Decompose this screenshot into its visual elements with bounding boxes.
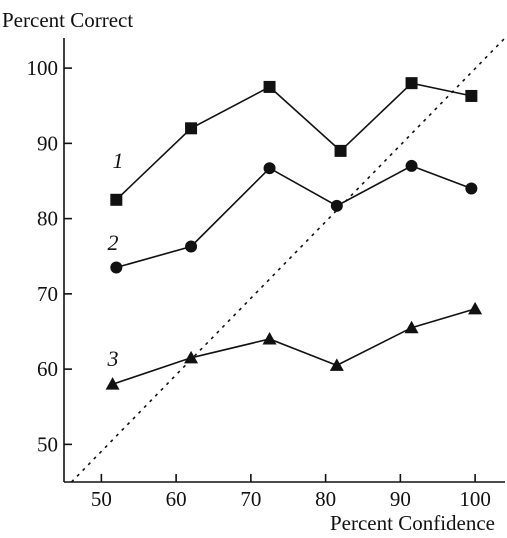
y-tick-label: 80: [37, 207, 58, 231]
axes: [63, 38, 505, 483]
x-tick-label: 50: [91, 487, 112, 511]
circle-marker: [263, 162, 276, 175]
triangle-marker: [468, 301, 483, 315]
triangle-marker: [404, 320, 419, 334]
square-marker: [185, 122, 198, 135]
x-tick-label: 60: [166, 487, 187, 511]
circle-marker: [185, 240, 198, 253]
circle-marker: [405, 159, 418, 172]
x-tick-label: 90: [390, 487, 411, 511]
series-line: [115, 82, 472, 201]
square-marker: [263, 80, 276, 93]
y-tick-label: 50: [37, 432, 58, 456]
triangle-marker: [105, 377, 120, 390]
series-3: [105, 301, 483, 390]
series-2: [110, 159, 478, 274]
data-series: [105, 77, 483, 390]
axis-ticks: 50 60 70 80 90 100 50 60 70 80 90 100: [27, 56, 491, 511]
y-tick-label: 70: [37, 282, 58, 306]
square-marker: [465, 89, 478, 102]
square-marker: [110, 193, 123, 206]
square-marker: [334, 144, 347, 157]
series-line: [116, 165, 472, 269]
series-label-2: 2: [108, 230, 119, 255]
circle-marker: [330, 199, 343, 212]
square-marker: [405, 77, 418, 90]
series-1: [110, 77, 478, 206]
circle-marker: [465, 182, 478, 195]
x-tick-label: 100: [459, 487, 491, 511]
series-label-1: 1: [113, 148, 124, 173]
y-tick-label: 60: [37, 357, 58, 381]
x-tick-label: 80: [315, 487, 336, 511]
triangle-marker: [329, 358, 344, 371]
circle-marker: [110, 261, 123, 274]
y-tick-label: 90: [37, 131, 58, 155]
x-tick-label: 70: [240, 487, 261, 511]
x-axis-title: Percent Confidence: [330, 511, 495, 535]
y-axis-title: Percent Correct: [2, 8, 133, 32]
triangle-marker: [184, 350, 199, 364]
series-labels: 1 2 3: [107, 148, 124, 371]
series-label-3: 3: [107, 346, 119, 371]
y-tick-label: 100: [27, 56, 59, 80]
triangle-marker: [262, 332, 277, 345]
series-line: [112, 308, 476, 385]
